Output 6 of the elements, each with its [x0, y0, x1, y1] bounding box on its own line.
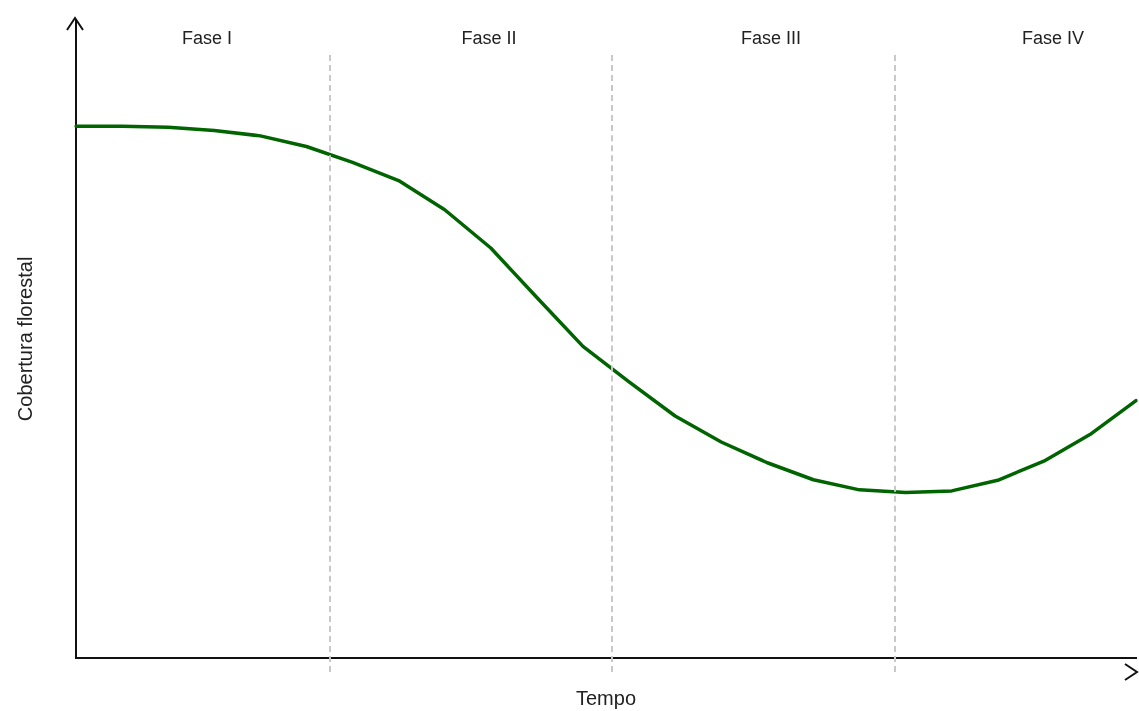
- text: Fase II: [460, 28, 518, 49]
- x-axis-title: Tempo: [575, 686, 637, 709]
- y-axis-title: Cobertura florestal: [13, 256, 36, 422]
- text: Fase I: [181, 28, 233, 49]
- text: Fase IV: [1021, 28, 1085, 49]
- text: Fase III: [740, 28, 802, 49]
